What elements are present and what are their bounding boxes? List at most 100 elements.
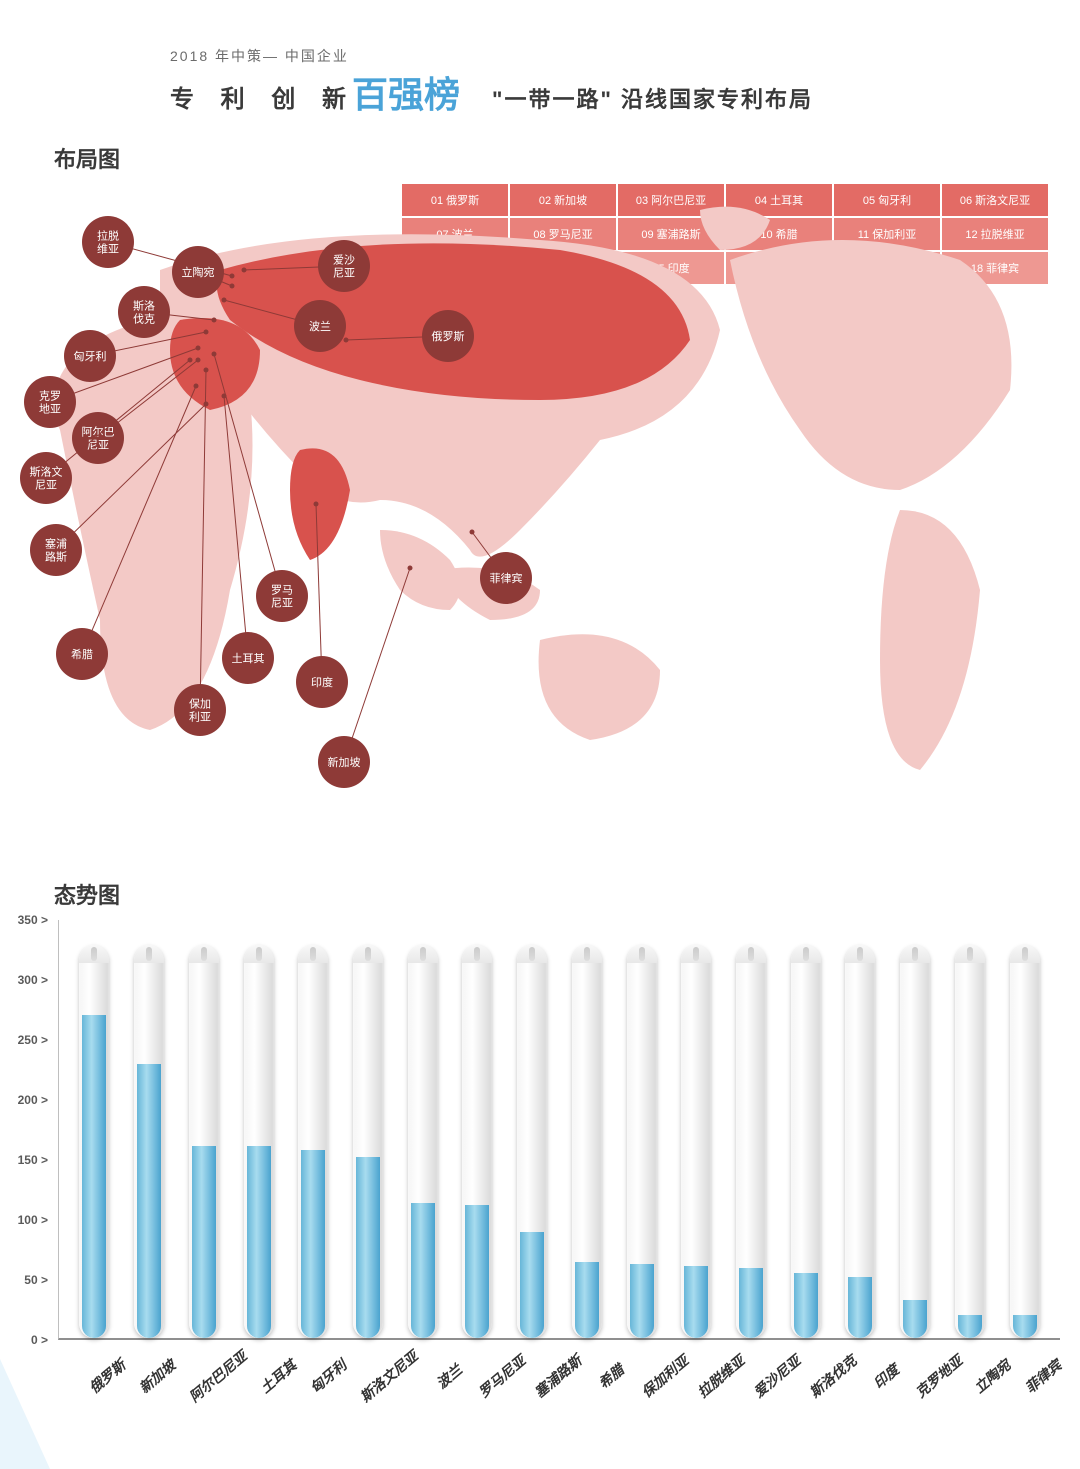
svg-text:伐克: 伐克 (133, 313, 155, 326)
bar-fill (903, 1300, 927, 1338)
x-label: 爱沙尼亚 (749, 1351, 805, 1402)
bar-slot (888, 920, 943, 1338)
bar-pill (134, 945, 164, 1338)
svg-text:阿尔巴: 阿尔巴 (82, 426, 115, 439)
y-tick: 150 > (18, 1153, 48, 1167)
x-label: 印度 (860, 1352, 911, 1400)
bar-fill (520, 1232, 544, 1338)
bar-pill (79, 945, 109, 1338)
y-axis: 0 >50 >100 >150 >200 >250 >300 >350 > (10, 920, 54, 1340)
svg-text:印度: 印度 (311, 675, 333, 689)
world-map: 拉脱维亚立陶宛爱沙尼亚斯洛伐克波兰匈牙利克罗地亚阿尔巴尼亚俄罗斯斯洛文尼亚塞浦路… (0, 190, 1080, 850)
bar-fill (958, 1315, 982, 1338)
bar-pill (900, 945, 930, 1338)
corner-accent (0, 1359, 50, 1469)
bar-fill (1013, 1315, 1037, 1338)
svg-text:保加: 保加 (189, 697, 211, 711)
svg-text:塞浦: 塞浦 (45, 537, 67, 551)
bar-slot (231, 920, 286, 1338)
bar-pill (462, 945, 492, 1338)
plot-area (58, 920, 1060, 1340)
bar-fill (684, 1266, 708, 1338)
bar-pill (517, 945, 547, 1338)
svg-text:希腊: 希腊 (71, 647, 93, 661)
x-label: 波兰 (423, 1352, 474, 1400)
bar-pill (572, 945, 602, 1338)
svg-text:匈牙利: 匈牙利 (74, 349, 107, 363)
svg-text:波兰: 波兰 (309, 320, 331, 333)
bar-slot (559, 920, 614, 1338)
bar-fill (630, 1264, 654, 1338)
y-tick: 100 > (18, 1213, 48, 1227)
x-label: 塞浦路斯 (530, 1351, 586, 1402)
bar-pill (408, 945, 438, 1338)
header-blue: 百强榜 (352, 66, 460, 118)
svg-text:尼亚: 尼亚 (271, 597, 293, 610)
bar-slot (122, 920, 177, 1338)
x-label: 保加利亚 (637, 1351, 693, 1402)
bar-pill (1010, 945, 1040, 1338)
bar-pill (627, 945, 657, 1338)
svg-text:俄罗斯: 俄罗斯 (432, 330, 465, 343)
svg-text:路斯: 路斯 (45, 551, 67, 564)
bar-slot (505, 920, 560, 1338)
bar-fill (465, 1205, 489, 1338)
bar-fill (411, 1203, 435, 1338)
bar-slot (833, 920, 888, 1338)
y-tick: 300 > (18, 973, 48, 987)
svg-text:地亚: 地亚 (39, 403, 61, 416)
bar-slot (176, 920, 231, 1338)
bar-fill (137, 1064, 161, 1338)
x-label: 俄罗斯 (81, 1352, 132, 1400)
bar-fill (575, 1262, 599, 1338)
map-section-title: 布局图 (54, 142, 120, 174)
bar-slot (778, 920, 833, 1338)
x-label: 匈牙利 (303, 1352, 354, 1400)
bar-fill (848, 1277, 872, 1338)
bar-fill (192, 1146, 216, 1338)
y-tick: 50 > (24, 1273, 48, 1287)
bar-slot (997, 920, 1052, 1338)
x-label: 新加坡 (132, 1352, 183, 1400)
x-label: 拉脱维亚 (693, 1351, 749, 1402)
bar-slot (614, 920, 669, 1338)
bar-pill (189, 945, 219, 1338)
bar-slot (395, 920, 450, 1338)
header-tagline: "一带一路" 沿线国家专利布局 (492, 82, 813, 114)
x-label: 菲律宾 (1017, 1352, 1068, 1400)
bar-slot (724, 920, 779, 1338)
header: 2018 年中策— 中国企业 专 利 创 新 百强榜 "一带一路" 沿线国家专利… (170, 46, 1020, 118)
x-label: 斯洛伐克 (805, 1351, 861, 1402)
svg-text:拉脱: 拉脱 (97, 229, 119, 243)
bar-slot (341, 920, 396, 1338)
bar-fill (301, 1150, 325, 1338)
svg-text:利亚: 利亚 (189, 711, 211, 724)
bar-slot (286, 920, 341, 1338)
x-label: 罗马尼亚 (474, 1351, 530, 1402)
x-label: 斯洛文尼亚 (355, 1346, 421, 1406)
x-labels: 俄罗斯新加坡阿尔巴尼亚土耳其匈牙利斯洛文尼亚波兰罗马尼亚塞浦路斯希腊保加利亚拉脱… (58, 1348, 1060, 1368)
x-label: 立陶宛 (967, 1352, 1018, 1400)
svg-text:斯洛文: 斯洛文 (30, 465, 63, 479)
bar-fill (739, 1268, 763, 1338)
bar-fill (356, 1157, 380, 1339)
svg-text:斯洛: 斯洛 (133, 299, 155, 313)
x-label: 土耳其 (252, 1352, 303, 1400)
svg-text:尼亚: 尼亚 (87, 439, 109, 452)
bar-slot (67, 920, 122, 1338)
map-svg: 拉脱维亚立陶宛爱沙尼亚斯洛伐克波兰匈牙利克罗地亚阿尔巴尼亚俄罗斯斯洛文尼亚塞浦路… (0, 190, 1080, 850)
y-tick: 200 > (18, 1093, 48, 1107)
svg-text:罗马: 罗马 (271, 584, 293, 597)
bars-container (59, 920, 1060, 1338)
bar-pill (244, 945, 274, 1338)
bar-slot (669, 920, 724, 1338)
bar-pill (736, 945, 766, 1338)
svg-text:土耳其: 土耳其 (232, 652, 265, 665)
svg-text:新加坡: 新加坡 (328, 755, 361, 769)
x-label: 阿尔巴尼亚 (185, 1346, 251, 1406)
bar-pill (681, 945, 711, 1338)
bar-pill (353, 945, 383, 1338)
svg-text:克罗: 克罗 (39, 390, 61, 403)
y-tick: 350 > (18, 913, 48, 927)
header-title-row: 专 利 创 新 百强榜 "一带一路" 沿线国家专利布局 (170, 66, 1020, 118)
